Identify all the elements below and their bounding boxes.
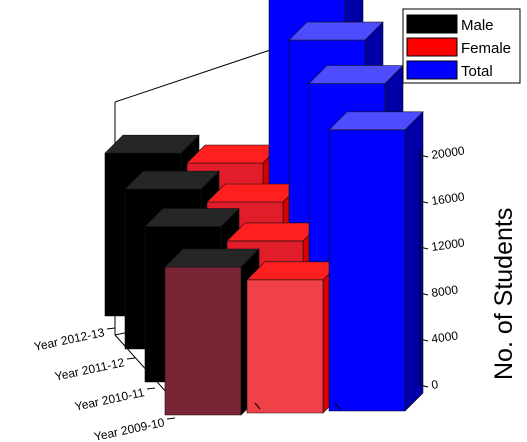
bar-female-year-2009-10	[246, 261, 342, 414]
bar-male-year-2009-10	[164, 248, 260, 416]
y-tick-label: 0	[430, 377, 439, 392]
bar-top-face	[288, 21, 384, 41]
legend-label-male: Male	[461, 17, 494, 34]
y-axis-label: No. of Students	[490, 208, 518, 380]
x-tick-mark	[126, 357, 136, 360]
bar-top-face	[144, 208, 240, 227]
legend-swatch-total	[406, 60, 458, 80]
y-tick-label: 20000	[430, 143, 465, 162]
legend-label-total: Total	[461, 63, 493, 80]
bar-total-year-2009-10	[328, 111, 424, 412]
category-label: Year 2009-10	[93, 415, 166, 442]
y-tick-label: 4000	[430, 328, 459, 346]
y-tick-mark	[419, 246, 429, 250]
bar-front-face	[246, 279, 324, 414]
x-tick-mark	[106, 327, 116, 330]
y-tick-mark	[419, 200, 429, 204]
legend-swatch-male	[406, 14, 458, 34]
bar-top-face	[104, 134, 200, 154]
bar-front-face	[328, 129, 406, 412]
y-tick-label: 16000	[430, 189, 465, 208]
bar-top-face	[164, 248, 260, 268]
category-label: Year 2012-13	[33, 325, 106, 354]
y-axis-ticks: 0 4000 8000 12000 16000 20000	[419, 143, 466, 392]
y-tick-mark	[419, 154, 429, 158]
series-tick-mark	[334, 402, 341, 410]
legend: Male Female Total	[402, 8, 521, 84]
x-tick-mark	[146, 387, 156, 390]
x-tick-mark	[166, 417, 176, 420]
series-tick-mark	[254, 402, 261, 410]
legend-label-female: Female	[461, 40, 511, 57]
y-tick-mark	[419, 292, 429, 296]
category-label: Year 2011-12	[54, 355, 126, 383]
y-tick-label: 12000	[430, 235, 465, 254]
y-tick-mark	[419, 338, 429, 342]
y-tick-mark	[419, 384, 429, 388]
legend-swatch-female	[406, 37, 458, 57]
bar-top-face	[328, 111, 424, 131]
bar-top-face	[124, 170, 220, 190]
bars-layer	[104, 0, 424, 416]
bar-front-face	[164, 266, 242, 416]
category-label: Year 2010-11	[74, 385, 146, 413]
y-tick-label: 8000	[430, 282, 459, 300]
